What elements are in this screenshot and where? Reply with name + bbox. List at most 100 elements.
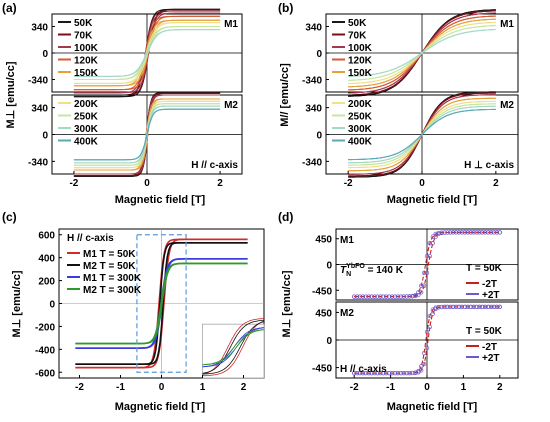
d-series-point <box>392 370 398 376</box>
c-ytick-label: 400 <box>38 254 55 265</box>
subplot-b0-legend-label: 50K <box>348 18 367 29</box>
d-series-point <box>389 370 395 376</box>
d-series-point <box>494 304 500 310</box>
d-series-point <box>421 270 427 276</box>
d-series-point <box>372 370 377 376</box>
panel-label-b: (b) <box>278 1 293 15</box>
d0-legend-label: +2T <box>482 290 500 301</box>
d-series-point <box>433 234 438 239</box>
subplot-a0-ytick-label: 0 <box>42 49 48 60</box>
subplot-b1-ytick-label: 0 <box>316 131 322 142</box>
d-temperature-0: T = 50K <box>466 263 503 274</box>
subplot-id-a1: M2 <box>224 100 238 111</box>
d-series-point <box>468 230 473 235</box>
subplot-a0-legend-label: 50K <box>74 18 93 29</box>
d-neel-annotation-part: YbFO <box>346 263 365 270</box>
c-inset-series-line <box>202 329 265 366</box>
d-series-point <box>366 294 371 299</box>
c-xtick-label: -2 <box>75 382 84 393</box>
panel-a-xtick-label: 2 <box>217 178 223 189</box>
d-series-point <box>386 294 392 299</box>
subplot-b0-legend-label: 70K <box>348 31 367 42</box>
d-neel-annotation: TNYbFO = 140 K <box>340 263 404 278</box>
c-legend-label: M1 T = 50K <box>83 249 136 260</box>
d-series-point <box>419 364 424 369</box>
d-neel-annotation-part: T <box>340 265 347 276</box>
panel-d-ylabel: M⊥ [emu/cc] <box>281 270 293 337</box>
d-series-point <box>486 304 491 310</box>
subplot-b0-ytick-label: 0 <box>316 49 322 60</box>
d-xtick-label: 1 <box>461 382 467 393</box>
orientation-note-a: H // c-axis <box>191 160 238 171</box>
d-series-point <box>436 231 441 237</box>
d-series-point <box>395 294 401 299</box>
d-neel-annotation-part: = 140 K <box>365 265 404 276</box>
d-series-point <box>384 294 389 299</box>
subplot-b0-legend-label: 150K <box>348 68 373 79</box>
d-series-point <box>491 304 497 310</box>
d-series-point <box>375 294 380 299</box>
d-series-point <box>357 370 363 376</box>
c-legend-label: M2 T = 50K <box>83 261 136 272</box>
d-series-point <box>456 230 462 235</box>
d-series-point <box>427 324 433 330</box>
d-series-point <box>381 370 386 376</box>
c-inset-series-line <box>202 319 265 374</box>
d-series-point <box>381 294 386 299</box>
d-series-point <box>352 294 357 299</box>
d-series-point <box>404 294 409 299</box>
d-series-point <box>407 294 412 299</box>
subplot-b0-legend-label: 100K <box>348 43 373 54</box>
d-series-point <box>483 230 488 235</box>
d-series-point <box>360 294 366 299</box>
subplot-a1-ytick-label: -340 <box>28 157 48 168</box>
panel-a-xtick-label: -2 <box>69 178 78 189</box>
d-series-point <box>369 370 374 376</box>
c-inset-series-line <box>202 321 265 375</box>
panel-b-ylabel: M// [emu/cc] <box>279 63 291 127</box>
d-series-point <box>448 230 453 235</box>
subplot-b1-ytick-label: 340 <box>305 104 322 115</box>
subplot-a1-legend-label: 200K <box>74 99 99 110</box>
d-series-point <box>421 361 427 367</box>
panel-a-ylabel: M⊥ [emu/cc] <box>5 61 17 128</box>
subplot-b1-ytick-label: -340 <box>302 157 322 168</box>
d-series-point <box>462 304 468 310</box>
d-series-point <box>427 241 433 246</box>
d-series-point <box>416 370 421 375</box>
d-series-point <box>424 329 430 335</box>
subplot-b1-legend-label: 250K <box>348 112 373 123</box>
d-series-point <box>424 253 430 259</box>
d-series-point <box>433 231 438 237</box>
xlabel-b: Magnetic field [T] <box>387 194 478 206</box>
d-series-point <box>439 304 444 310</box>
d-series-point <box>456 304 462 310</box>
d-series-point <box>424 270 430 276</box>
c-inset-series-line <box>202 329 264 366</box>
d0-legend-label: -2T <box>482 279 497 290</box>
subplot-id-b1: M2 <box>500 100 514 111</box>
d-series-point <box>497 230 502 235</box>
d-series-point <box>453 304 459 310</box>
d-xtick-label: 2 <box>497 382 503 393</box>
c-xtick-label: 0 <box>159 382 165 393</box>
subplot-b1-legend-label: 300K <box>348 124 373 135</box>
d-series-point <box>433 305 438 310</box>
subplot-d0-ytick-label: 0 <box>326 261 332 272</box>
subplot-b0-ytick-label: 340 <box>305 22 322 33</box>
c-xtick-label: 1 <box>200 382 206 393</box>
c-ytick-label: -600 <box>35 368 55 379</box>
subplot-a1-ytick-label: 340 <box>31 104 48 115</box>
panel-b-xtick-label: 0 <box>419 178 425 189</box>
c-xtick-label: -1 <box>116 382 125 393</box>
d-series-point <box>451 230 456 235</box>
d-series-point <box>491 230 497 235</box>
d-series-point <box>395 370 401 376</box>
c-ytick-label: 600 <box>38 231 55 242</box>
d-series-point <box>378 294 383 299</box>
d-series-point <box>459 304 465 310</box>
d-series-point <box>401 294 406 299</box>
panel-b-xtick-label: -2 <box>344 178 353 189</box>
subplot-a1-ytick-label: 0 <box>42 131 48 142</box>
d-series-point <box>419 283 424 288</box>
